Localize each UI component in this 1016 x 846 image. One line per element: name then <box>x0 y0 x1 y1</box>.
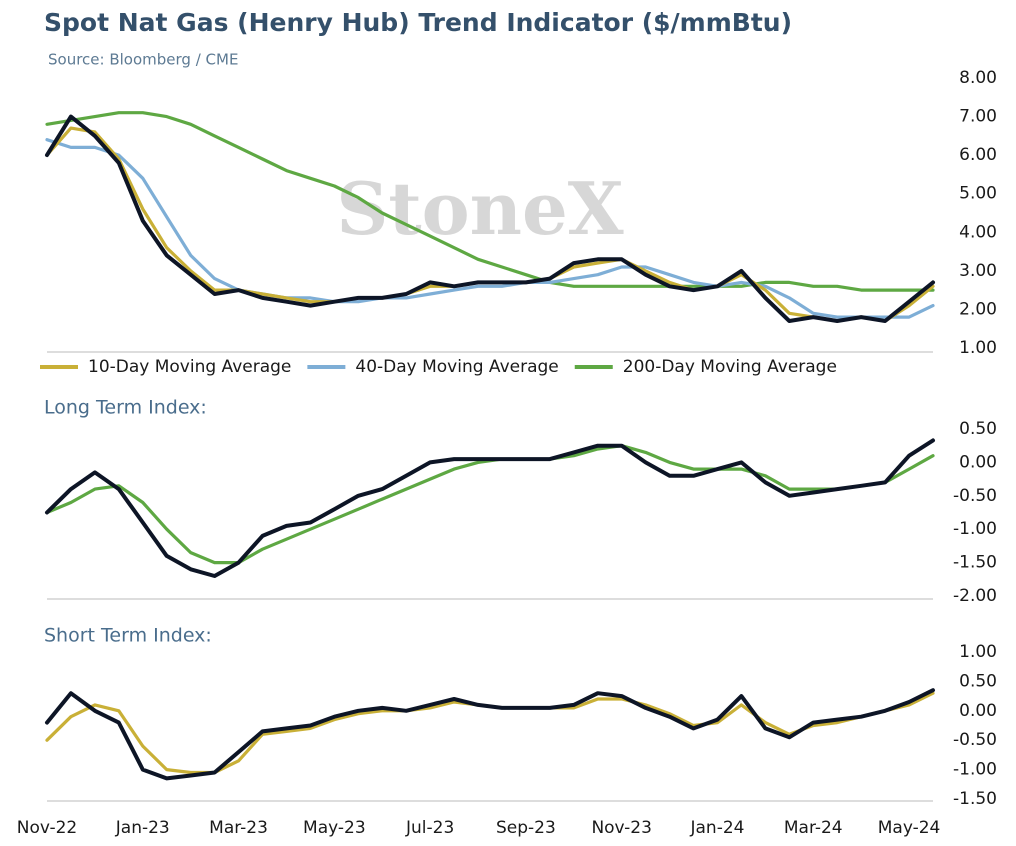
x-tick-label: Nov-23 <box>591 818 652 838</box>
panel-title: Long Term Index: <box>44 397 207 419</box>
legend-label: 200-Day Moving Average <box>623 357 837 377</box>
legend-label: 10-Day Moving Average <box>88 357 291 377</box>
series-line <box>45 438 935 578</box>
x-tick-label: Mar-24 <box>784 818 843 838</box>
series-line <box>45 138 935 319</box>
legend-label: 40-Day Moving Average <box>355 357 558 377</box>
series-line <box>45 444 935 565</box>
y-tick-label: 7.00 <box>959 107 997 127</box>
x-tick-label: Jul-23 <box>405 818 454 838</box>
y-tick-label: -1.50 <box>953 789 997 809</box>
y-tick-label: 8.00 <box>959 68 997 88</box>
y-tick-label: 1.00 <box>959 338 997 358</box>
chart-subtitle: Source: Bloomberg / CME <box>48 51 238 69</box>
y-tick-label: -2.00 <box>953 586 997 606</box>
x-tick-label: Sep-23 <box>496 818 556 838</box>
chart-title: Spot Nat Gas (Henry Hub) Trend Indicator… <box>44 8 792 37</box>
y-tick-label: -0.50 <box>953 486 997 506</box>
x-tick-label: Nov-22 <box>17 818 78 838</box>
y-tick-label: 0.00 <box>959 452 997 472</box>
x-tick-label: May-23 <box>303 818 366 838</box>
x-tick-label: May-24 <box>878 818 941 838</box>
y-tick-label: 0.50 <box>959 419 997 439</box>
y-tick-label: 0.00 <box>959 701 997 721</box>
x-tick-label: Jan-23 <box>115 818 170 838</box>
y-tick-label: 0.50 <box>959 671 997 691</box>
watermark: StoneX <box>336 166 623 251</box>
x-tick-label: Jan-24 <box>689 818 744 838</box>
y-tick-label: 5.00 <box>959 184 997 204</box>
y-tick-label: -0.50 <box>953 730 997 750</box>
y-tick-label: 4.00 <box>959 222 997 242</box>
y-tick-label: 6.00 <box>959 145 997 165</box>
y-tick-label: -1.00 <box>953 760 997 780</box>
series-line <box>45 688 935 781</box>
panel-title: Short Term Index: <box>44 625 212 647</box>
series-line <box>45 111 935 292</box>
y-tick-label: -1.00 <box>953 519 997 539</box>
y-tick-label: 2.00 <box>959 299 997 319</box>
y-tick-label: -1.50 <box>953 553 997 573</box>
x-tick-label: Mar-23 <box>209 818 268 838</box>
series-line <box>45 114 935 323</box>
y-tick-label: 3.00 <box>959 261 997 281</box>
y-tick-label: 1.00 <box>959 642 997 662</box>
